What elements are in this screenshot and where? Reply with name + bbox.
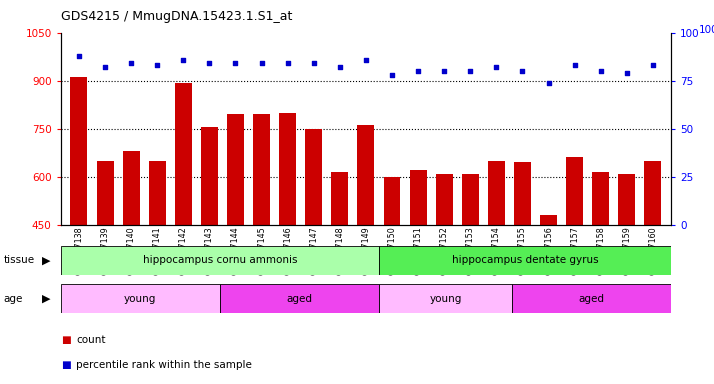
Bar — [279, 113, 296, 225]
Bar — [149, 161, 166, 225]
Point — [178, 56, 189, 63]
Bar — [220, 284, 379, 313]
Point — [595, 68, 606, 74]
Point — [360, 56, 371, 63]
Bar — [540, 215, 557, 225]
Point — [151, 62, 163, 68]
Bar — [306, 129, 322, 225]
Point — [517, 68, 528, 74]
Point — [621, 70, 633, 76]
Point — [282, 60, 293, 66]
Bar — [96, 161, 114, 225]
Point — [543, 79, 554, 86]
Bar — [410, 170, 426, 225]
Bar — [512, 284, 671, 313]
Text: hippocampus dentate gyrus: hippocampus dentate gyrus — [452, 255, 598, 265]
Bar — [61, 284, 220, 313]
Text: GDS4215 / MmugDNA.15423.1.S1_at: GDS4215 / MmugDNA.15423.1.S1_at — [61, 10, 292, 23]
Point — [647, 62, 658, 68]
Point — [126, 60, 137, 66]
Y-axis label: 100%: 100% — [699, 25, 714, 35]
Bar — [227, 114, 244, 225]
Text: young: young — [124, 293, 156, 304]
Point — [203, 60, 215, 66]
Bar — [331, 172, 348, 225]
Bar — [379, 284, 512, 313]
Text: aged: aged — [578, 293, 605, 304]
Point — [256, 60, 267, 66]
Bar — [592, 172, 609, 225]
Bar — [379, 246, 671, 275]
Bar — [123, 151, 140, 225]
Point — [491, 64, 502, 70]
Text: aged: aged — [286, 293, 313, 304]
Point — [74, 53, 85, 59]
Bar — [175, 83, 192, 225]
Bar — [514, 162, 531, 225]
Bar — [253, 114, 270, 225]
Point — [413, 68, 424, 74]
Bar — [488, 161, 505, 225]
Text: young: young — [429, 293, 462, 304]
Point — [308, 60, 319, 66]
Point — [334, 64, 346, 70]
Bar — [618, 174, 635, 225]
Text: percentile rank within the sample: percentile rank within the sample — [76, 360, 252, 370]
Point — [438, 68, 450, 74]
Text: ▶: ▶ — [42, 293, 51, 304]
Point — [99, 64, 111, 70]
Text: age: age — [4, 293, 23, 304]
Bar — [566, 157, 583, 225]
Text: ▶: ▶ — [42, 255, 51, 265]
Bar — [358, 126, 374, 225]
Point — [230, 60, 241, 66]
Text: tissue: tissue — [4, 255, 35, 265]
Bar — [71, 78, 87, 225]
Point — [465, 68, 476, 74]
Text: hippocampus cornu ammonis: hippocampus cornu ammonis — [143, 255, 297, 265]
Bar — [61, 246, 379, 275]
Bar — [645, 161, 661, 225]
Point — [569, 62, 580, 68]
Bar — [462, 174, 479, 225]
Text: count: count — [76, 335, 106, 345]
Bar — [383, 177, 401, 225]
Text: ■: ■ — [61, 335, 71, 345]
Bar — [201, 127, 218, 225]
Point — [386, 72, 398, 78]
Bar — [436, 174, 453, 225]
Text: ■: ■ — [61, 360, 71, 370]
